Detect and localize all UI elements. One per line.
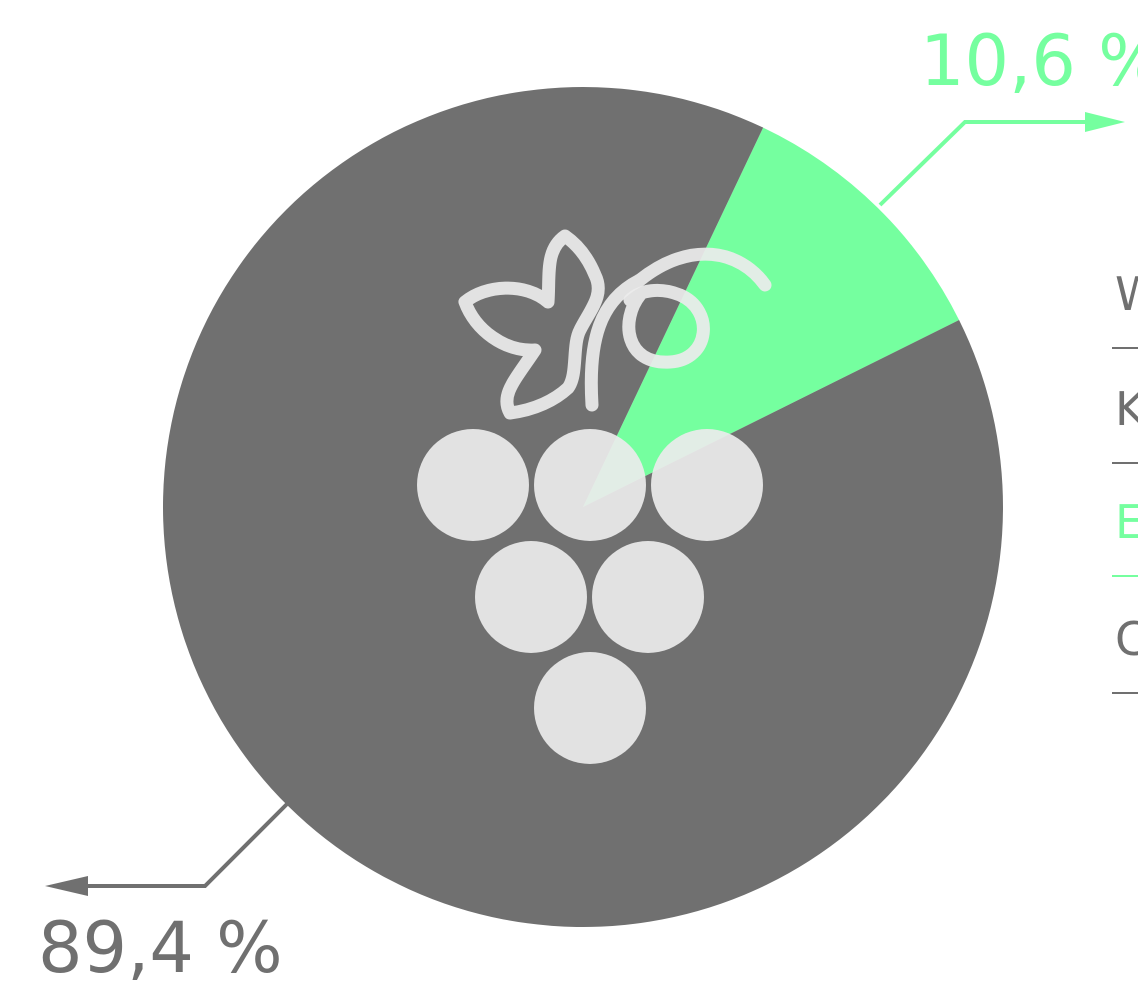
legend: W K E C bbox=[1112, 267, 1138, 694]
leader-green bbox=[878, 112, 1125, 207]
pie-slice bbox=[583, 127, 960, 507]
legend-label: K bbox=[1115, 382, 1138, 436]
slice-label: 10,6 % bbox=[920, 20, 1138, 102]
legend-label: E bbox=[1115, 495, 1138, 549]
legend-label: C bbox=[1115, 612, 1138, 666]
legend-label: W bbox=[1115, 267, 1138, 321]
leader-gray bbox=[45, 801, 290, 896]
slice-label: 89,4 % bbox=[38, 907, 283, 983]
grape-icon bbox=[417, 229, 772, 764]
